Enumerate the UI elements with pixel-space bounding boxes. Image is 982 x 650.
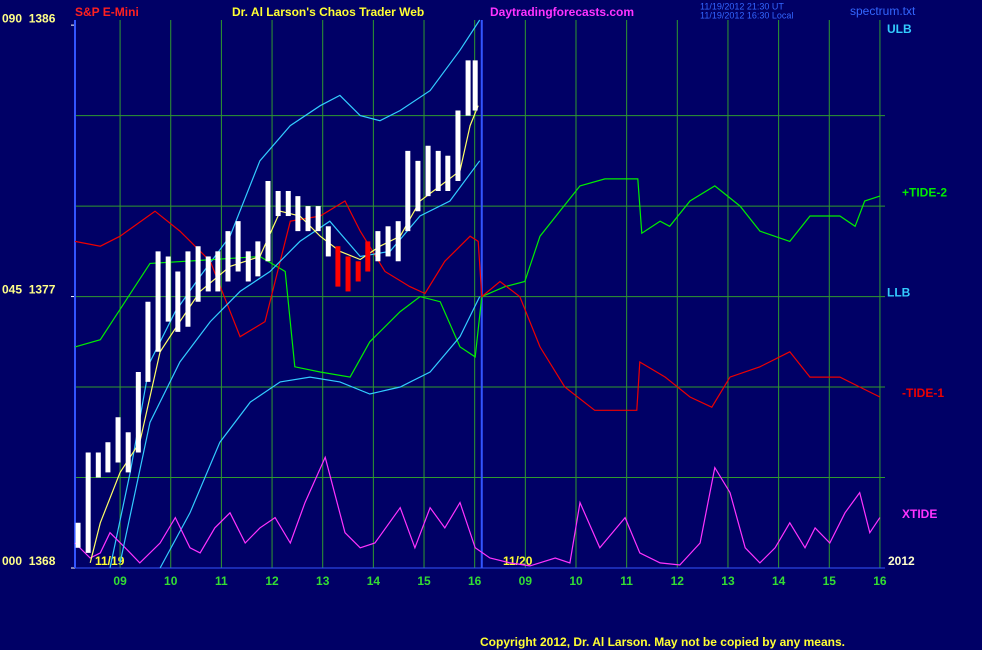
y-tick-label: 000 1368	[2, 554, 56, 568]
x-tick-label: 10	[164, 574, 178, 588]
year-label: 2012	[888, 554, 915, 568]
symbol: S&P E-Mini	[75, 5, 139, 19]
plot-area: 09 10 11 12 13 14 15 16 09 10 11 12 13 14 15 16 090 1386…	[2, 11, 947, 588]
x-tick-label: 12	[671, 574, 685, 588]
series-line	[74, 200, 881, 411]
x-tick-label: 13	[721, 574, 735, 588]
series-line	[74, 455, 881, 567]
x-tick-label: 13	[316, 574, 330, 588]
x-tick-label: 09	[519, 574, 533, 588]
series-label: LLB	[887, 286, 911, 300]
x-tick-label: 15	[823, 574, 837, 588]
series-line	[119, 160, 481, 564]
x-tick-label: 16	[468, 574, 482, 588]
series-line	[74, 178, 881, 378]
x-tick-label: 10	[569, 574, 583, 588]
file-name: spectrum.txt	[850, 4, 916, 18]
x-tick-label: 09	[113, 574, 127, 588]
x-tick-label: 14	[367, 574, 381, 588]
series-label: XTIDE	[902, 507, 937, 521]
x-tick-label: 11	[215, 574, 228, 588]
series-label: ULB	[887, 22, 912, 36]
series-label: -TIDE-1	[902, 386, 944, 400]
site: Daytradingforecasts.com	[490, 5, 634, 19]
series-line	[109, 19, 481, 569]
stamp-ut: 11/19/2012 21:30 UT	[700, 1, 784, 11]
series-line	[159, 296, 481, 569]
x-tick-label: 12	[265, 574, 279, 588]
x-tick-label: 16	[873, 574, 887, 588]
copyright: Copyright 2012, Dr. Al Larson. May not b…	[480, 635, 845, 649]
x-tick-label: 11	[620, 574, 633, 588]
chart-title: Dr. Al Larson's Chaos Trader Web	[232, 5, 424, 19]
date-label: 11/19	[95, 554, 125, 568]
y-tick-label: 045 1377	[2, 283, 56, 297]
stamp-local: 11/19/2012 16:30 Local	[700, 10, 793, 20]
x-tick-label: 14	[772, 574, 786, 588]
series-label: +TIDE-2	[902, 185, 947, 199]
y-tick-label: 090 1386	[2, 11, 56, 25]
x-tick-label: 15	[417, 574, 431, 588]
